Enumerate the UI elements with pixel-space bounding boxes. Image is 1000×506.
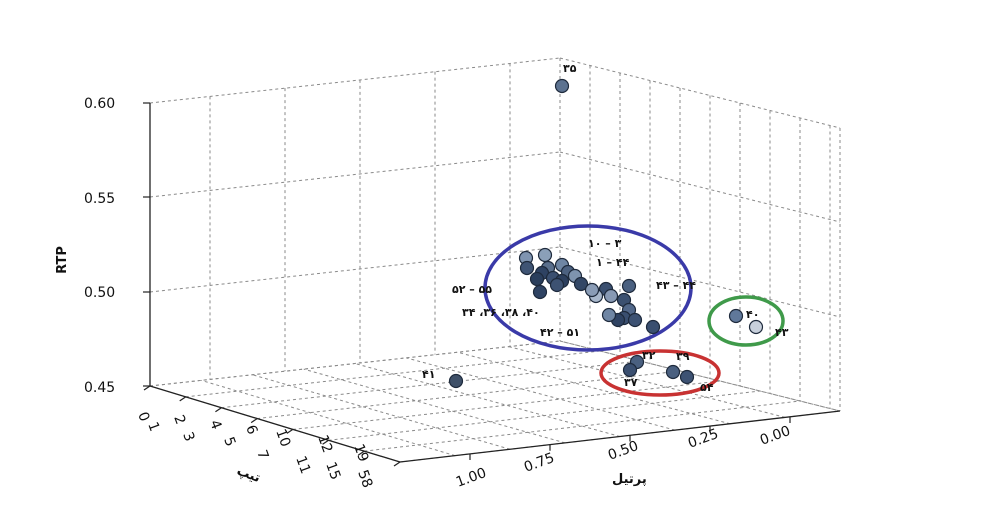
z-tick <box>215 407 222 413</box>
z-tick-label: 4 <box>206 418 224 432</box>
z-tick <box>357 450 365 456</box>
z-tick <box>250 418 258 424</box>
axes <box>143 102 841 467</box>
point-label: ۳۲ <box>642 349 656 362</box>
scatter-point <box>573 276 589 292</box>
point-label: ۱ – ۴۴ <box>596 256 630 269</box>
grid-line <box>292 380 721 430</box>
grid-line <box>457 351 731 425</box>
x-axis-line <box>399 410 841 463</box>
grid-line <box>221 360 641 409</box>
scatter-point <box>748 319 764 335</box>
point-label: ۳۴ ،۳۶ ،۳۸ ،۴۰ <box>462 306 540 319</box>
grid-line <box>201 379 456 457</box>
scatter-point <box>601 307 617 323</box>
grid-line <box>559 57 841 129</box>
point-label: ۴۳ <box>775 326 789 339</box>
z-axis-label: تیپ <box>235 464 263 486</box>
z-tick <box>179 396 187 402</box>
scatter-point <box>645 319 661 335</box>
grid-line <box>559 340 841 412</box>
point-label: ۴۳ – ۴۴ <box>656 279 696 292</box>
x-tick-label: 0.75 <box>522 450 557 476</box>
point-label: ۳۵ <box>563 62 577 75</box>
z-tick-label: 6 <box>242 423 260 437</box>
scatter-point <box>627 312 643 328</box>
data-points <box>448 78 764 389</box>
y-tick-label: 0.55 <box>84 191 115 207</box>
z-tick-label: 10 <box>272 427 293 449</box>
z-tick-label: 15 <box>322 460 343 482</box>
scatter-point <box>584 282 600 298</box>
z-tick-label: 2 <box>170 413 188 427</box>
scatter-point <box>603 288 619 304</box>
scatter-point <box>537 247 553 263</box>
z-tick-label: 1 <box>144 420 162 434</box>
grid-line <box>149 246 561 293</box>
x-tick-label: 0.25 <box>686 426 721 452</box>
z-tick <box>322 439 329 445</box>
z-tick-label: 7 <box>253 448 271 462</box>
grid-line <box>149 151 561 198</box>
scatter-point <box>679 369 695 385</box>
scatter-point <box>665 364 681 380</box>
grid-line <box>149 57 561 104</box>
scatter-point <box>622 362 638 378</box>
point-label: ۵۴ <box>700 381 714 394</box>
y-tick-label: 0.60 <box>84 96 115 112</box>
point-label: ۴۱ <box>422 368 435 381</box>
x-tick-label: 1.00 <box>454 465 489 491</box>
scatter-point <box>554 78 570 94</box>
z-axis-line <box>149 385 401 463</box>
z-tick-label: 19 <box>350 442 371 464</box>
point-label: ۱۰ – ۳ <box>588 237 622 250</box>
point-label: ۳۷ <box>624 376 638 389</box>
scatter-point <box>532 284 548 300</box>
z-tick-label: 5 <box>220 435 238 449</box>
grid-line <box>559 246 841 318</box>
grid-line <box>252 374 511 450</box>
point-label: ۳۹ <box>676 350 690 363</box>
x-tick-label: 0.50 <box>606 438 641 464</box>
x-axis-label: پرتیل <box>612 472 647 487</box>
z-tick <box>143 385 151 391</box>
z-tick-label: 12 <box>314 433 335 455</box>
grid-line <box>406 357 676 431</box>
z-tick-label: 0 <box>134 410 152 424</box>
point-label: ۴۰ <box>746 308 759 321</box>
y-axis-label: RTP <box>55 246 70 274</box>
x-tick-label: 0.00 <box>758 423 793 449</box>
cluster-ring-red <box>599 349 721 397</box>
z-tick <box>393 461 401 467</box>
point-label: ۴۲ – ۵۱ <box>540 326 580 339</box>
point-label: ۵۲ – ۵۵ <box>452 283 492 296</box>
y-tick-label: 0.50 <box>84 285 115 301</box>
cluster-ring-blue <box>483 224 693 352</box>
grid-line <box>559 151 841 223</box>
z-tick-label: 3 <box>179 430 197 444</box>
scatter-point <box>549 277 565 293</box>
scatter-point <box>728 308 744 324</box>
scatter-point <box>621 278 637 294</box>
grid-line <box>364 400 801 452</box>
scatter-point <box>448 373 464 389</box>
scatter-point <box>529 271 545 287</box>
cluster-rings <box>483 224 785 397</box>
scatter-point <box>519 260 535 276</box>
z-tick <box>286 428 294 434</box>
cluster-ring-green <box>707 295 785 347</box>
y-tick-label: 0.45 <box>84 380 115 396</box>
z-tick-label: 11 <box>292 454 313 476</box>
grid-line <box>354 363 621 437</box>
z-tick-label: 58 <box>354 468 375 490</box>
grid-line <box>149 340 561 387</box>
